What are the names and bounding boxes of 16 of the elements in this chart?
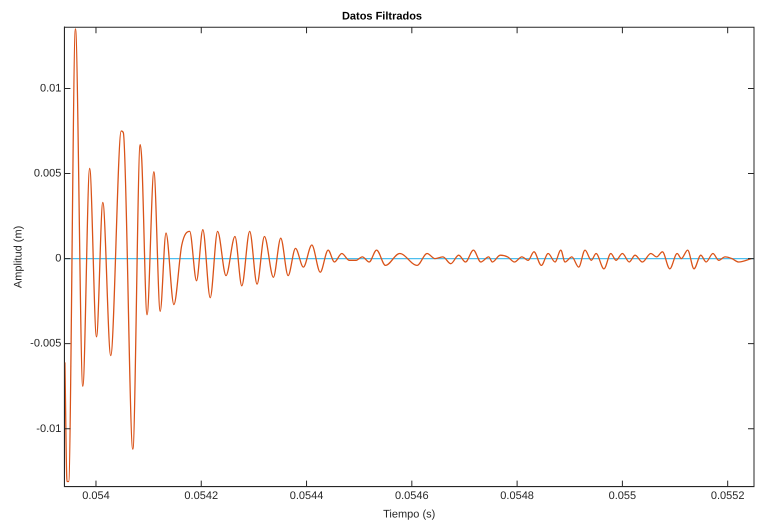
- y-tick-label: -0.01: [36, 422, 62, 435]
- x-tick-label: 0.055: [608, 490, 636, 502]
- x-tick-label: 0.0542: [184, 490, 218, 502]
- y-tick-label: 0.01: [40, 82, 62, 94]
- x-tick-label: 0.0552: [710, 490, 745, 502]
- y-axis-title: Amplitud (m): [12, 226, 25, 288]
- x-tick-label: 0.054: [82, 490, 110, 502]
- x-tick-label: 0.0546: [395, 490, 429, 502]
- x-axis-title: Tiempo (s): [383, 508, 436, 520]
- x-tick-label: 0.0544: [290, 490, 324, 502]
- chart-title: Datos Filtrados: [342, 10, 422, 23]
- y-tick-label: 0: [55, 252, 62, 265]
- y-tick-label: 0.005: [34, 168, 62, 180]
- x-tick-label: 0.0548: [500, 490, 534, 502]
- y-tick-label: -0.005: [30, 338, 62, 350]
- line-series: [64, 28, 752, 482]
